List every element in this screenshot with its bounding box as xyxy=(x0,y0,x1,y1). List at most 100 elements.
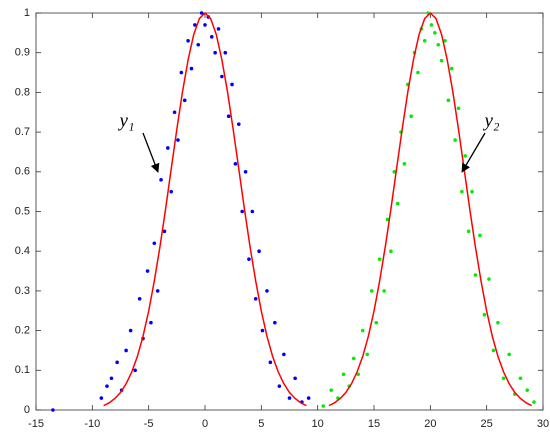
point xyxy=(443,38,447,43)
point xyxy=(182,98,187,103)
point xyxy=(109,376,114,381)
point xyxy=(115,360,119,365)
x-tick-label: 10 xyxy=(312,418,324,430)
y-tick-label: 1 xyxy=(24,7,30,19)
point xyxy=(463,154,468,158)
y-tick-label: 0.8 xyxy=(15,86,30,98)
point xyxy=(453,138,457,142)
point xyxy=(449,66,454,71)
point xyxy=(257,249,261,253)
point xyxy=(422,38,427,43)
point xyxy=(369,289,374,293)
point xyxy=(152,241,157,246)
y-tick-label: 0.3 xyxy=(15,285,30,297)
point xyxy=(253,297,258,301)
point xyxy=(321,404,326,408)
point xyxy=(329,388,333,392)
point xyxy=(137,297,142,301)
point xyxy=(223,50,228,55)
y-tick-label: 0.2 xyxy=(15,325,30,337)
point xyxy=(439,58,444,63)
point xyxy=(532,400,536,404)
point xyxy=(429,23,434,27)
point xyxy=(230,82,234,87)
point xyxy=(518,376,523,381)
x-tick-label: 0 xyxy=(202,418,208,430)
point xyxy=(365,352,370,357)
point xyxy=(360,328,365,333)
y-tick-label: 0.1 xyxy=(15,364,30,376)
point xyxy=(433,31,437,35)
point xyxy=(133,368,137,373)
point xyxy=(216,27,221,31)
x-tick-label: 25 xyxy=(481,418,493,430)
point xyxy=(99,396,104,400)
point xyxy=(172,110,177,115)
point xyxy=(482,312,487,317)
point xyxy=(287,396,292,400)
point xyxy=(186,38,190,43)
annotation: y₂ xyxy=(482,110,499,131)
point xyxy=(51,408,55,412)
point xyxy=(237,122,241,126)
point xyxy=(306,396,311,400)
point xyxy=(189,66,194,71)
point xyxy=(501,376,506,381)
point xyxy=(277,384,282,388)
x-tick-label: 15 xyxy=(368,418,380,430)
point xyxy=(466,229,471,234)
y-tick-label: 0.7 xyxy=(15,126,30,138)
point xyxy=(473,273,478,277)
point xyxy=(377,257,382,261)
point xyxy=(199,11,204,15)
x-tick-label: -15 xyxy=(28,418,44,430)
point xyxy=(149,320,153,325)
point xyxy=(209,35,214,39)
point xyxy=(487,277,491,281)
point xyxy=(496,320,500,325)
point xyxy=(176,138,180,142)
x-tick-label: -5 xyxy=(144,418,154,430)
curve xyxy=(328,11,533,407)
point xyxy=(260,328,265,333)
y-tick-label: 0.6 xyxy=(15,166,30,178)
point xyxy=(268,360,273,365)
point xyxy=(416,70,420,75)
point xyxy=(507,352,512,357)
x-tick-label: 20 xyxy=(424,418,436,430)
point xyxy=(478,233,482,238)
point xyxy=(226,114,231,119)
point xyxy=(385,217,390,222)
point xyxy=(240,209,244,214)
point xyxy=(213,50,217,55)
point xyxy=(124,348,128,353)
plot-frame xyxy=(35,12,544,411)
point xyxy=(166,146,170,150)
point xyxy=(409,114,413,119)
point xyxy=(250,209,255,214)
point xyxy=(293,376,297,381)
annotation-arrow xyxy=(142,132,160,173)
point xyxy=(179,70,184,75)
y-tick-label: 0.9 xyxy=(15,47,30,59)
x-tick-label: 30 xyxy=(537,418,549,430)
point xyxy=(356,372,361,377)
point xyxy=(273,320,277,325)
point xyxy=(389,249,393,253)
point xyxy=(162,229,167,234)
y-tick-label: 0 xyxy=(24,404,30,416)
point xyxy=(220,74,224,79)
point xyxy=(155,289,160,293)
y-tick-label: 0.4 xyxy=(15,245,30,257)
point xyxy=(374,320,379,325)
point xyxy=(402,162,407,166)
point xyxy=(341,372,346,377)
curve xyxy=(103,11,307,407)
point xyxy=(351,356,356,361)
point xyxy=(196,42,201,47)
point xyxy=(282,352,286,357)
point xyxy=(203,23,207,27)
point xyxy=(382,289,386,293)
point xyxy=(395,201,400,206)
point xyxy=(460,189,464,194)
